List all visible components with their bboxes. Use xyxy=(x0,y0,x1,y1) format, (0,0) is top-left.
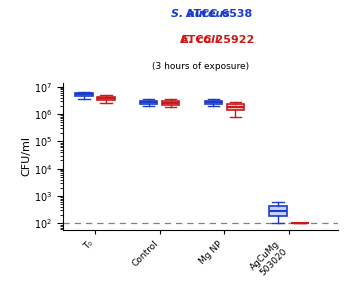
FancyBboxPatch shape xyxy=(75,93,93,96)
Text: (3 hours of exposure): (3 hours of exposure) xyxy=(151,62,249,71)
FancyBboxPatch shape xyxy=(269,206,287,216)
Text: S. aureus: S. aureus xyxy=(171,9,230,19)
FancyBboxPatch shape xyxy=(205,101,222,104)
Text: ATCC 25922: ATCC 25922 xyxy=(145,35,255,45)
Text: ATCC 6538: ATCC 6538 xyxy=(148,9,253,19)
FancyBboxPatch shape xyxy=(97,97,115,100)
Y-axis label: CFU/ml: CFU/ml xyxy=(21,136,31,176)
FancyBboxPatch shape xyxy=(140,101,157,104)
Text: E. coli: E. coli xyxy=(181,35,219,45)
FancyBboxPatch shape xyxy=(162,101,180,105)
FancyBboxPatch shape xyxy=(227,104,244,110)
